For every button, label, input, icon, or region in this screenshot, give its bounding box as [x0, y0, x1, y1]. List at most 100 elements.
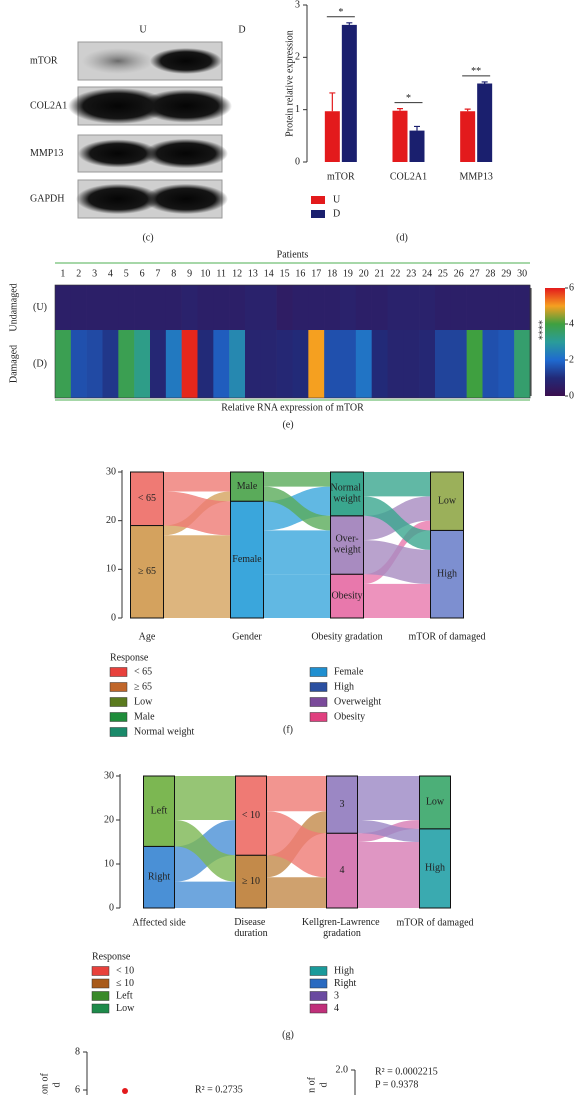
flow: [163, 491, 231, 536]
flow: [163, 535, 231, 618]
y-tick-label: 0: [109, 902, 114, 913]
legend-label: Male: [134, 711, 155, 722]
heat-cell: [229, 330, 246, 398]
y-tick-label: 0: [295, 156, 300, 167]
flow: [263, 530, 331, 575]
x-tick-label: 26: [454, 268, 464, 279]
blot-band: [78, 139, 158, 168]
legend-label: Overweight: [334, 696, 381, 707]
legend-swatch: [91, 966, 110, 976]
heat-cell: [514, 330, 531, 398]
y-tick-label: 30: [104, 770, 114, 781]
legend-label: 3: [334, 990, 339, 1001]
stratum-label: < 10: [242, 810, 260, 821]
x-tick-label: 25: [438, 268, 448, 279]
legend-label: ≥ 65: [134, 681, 152, 692]
heat-cell: [150, 330, 167, 398]
blot-band: [150, 48, 222, 74]
y-tick-label: 20: [106, 515, 116, 526]
legend-label: 4: [334, 1003, 339, 1014]
y-tick-label: 20: [104, 814, 114, 825]
x-tick-label: 9: [187, 268, 192, 279]
heat-cell: [213, 330, 230, 398]
stratum-label: Low: [438, 495, 457, 506]
blot-band: [68, 87, 168, 125]
y-axis-label: d: [51, 1083, 62, 1088]
legend-label: Left: [116, 990, 133, 1001]
heat-cell: [355, 330, 372, 398]
lane-label: U: [139, 24, 147, 35]
legend-label: ≤ 10: [116, 978, 134, 989]
blot-band: [82, 48, 154, 74]
heat-cell: [292, 285, 309, 330]
stratum: [330, 515, 364, 575]
heat-cell: [70, 285, 87, 330]
bar: [460, 111, 476, 162]
heatmap-frame: [54, 284, 531, 399]
y-tick-label: 0: [111, 612, 116, 623]
heat-cell: [150, 285, 167, 330]
x-tick-label: 28: [485, 268, 495, 279]
stratum: [430, 529, 464, 619]
x-tick-label: 11: [216, 268, 226, 279]
x-tick-label: 22: [390, 268, 400, 279]
caption: (e): [282, 419, 293, 430]
y-tick-label: 2.0: [336, 1064, 349, 1075]
heat-cell: [435, 285, 452, 330]
heat-cell: [355, 285, 372, 330]
bar: [477, 83, 493, 162]
caption: (f): [283, 724, 293, 735]
stratum-label: Female: [232, 554, 262, 565]
legend-swatch: [109, 667, 128, 677]
stratum-label: 4: [340, 865, 345, 876]
point: [122, 1087, 128, 1094]
band-label: MMP13: [30, 148, 63, 159]
legend-swatch: [309, 667, 328, 677]
y-axis-label: n of: [306, 1076, 317, 1093]
heat-cell: [482, 330, 499, 398]
heat-cell: [292, 330, 309, 398]
heat-cell: [308, 285, 325, 330]
colorbar: [545, 288, 565, 396]
heat-cell: [245, 285, 262, 330]
row-label: (D): [33, 358, 47, 369]
flows: [163, 472, 431, 618]
axis-label: Gender: [232, 631, 262, 642]
legend-label: U: [333, 194, 341, 205]
legend-swatch: [309, 1003, 328, 1014]
stratum: [143, 845, 175, 909]
x-tick-label: mTOR: [327, 171, 355, 182]
legend-label: Low: [116, 1003, 135, 1014]
flow: [266, 877, 327, 908]
stratum-label: Low: [426, 797, 445, 808]
blot-band: [144, 183, 228, 215]
legend-swatch: [91, 978, 110, 989]
flow: [363, 472, 431, 497]
flow: [263, 574, 331, 618]
flow: [263, 472, 331, 487]
colorbar-tick-label: 2: [569, 354, 574, 365]
stratum: [235, 775, 267, 856]
flow: [357, 776, 420, 820]
heat-cell: [403, 330, 420, 398]
heat-cell: [371, 285, 388, 330]
x-tick-label: 2: [76, 268, 81, 279]
heat-cell: [70, 330, 87, 398]
band-label: COL2A1: [30, 100, 67, 111]
stratum: [330, 471, 364, 517]
heat-cell: [482, 285, 499, 330]
row-label: (U): [33, 302, 47, 313]
heat-cell: [118, 330, 135, 398]
legend-title: Response: [92, 951, 131, 962]
x-tick-label: 15: [280, 268, 290, 279]
blot-band: [76, 183, 160, 215]
blot-band: [140, 89, 232, 123]
legend-label: Normal weight: [134, 726, 194, 737]
annotation: P = 0.9378: [375, 1079, 418, 1090]
y-tick-label: 10: [106, 564, 116, 575]
row-group-label: Damaged: [8, 345, 19, 383]
y-tick-label: 2: [295, 52, 300, 63]
axis-label: Disease duration: [234, 917, 268, 939]
heat-cell: [260, 285, 277, 330]
heat-cell: [419, 330, 436, 398]
